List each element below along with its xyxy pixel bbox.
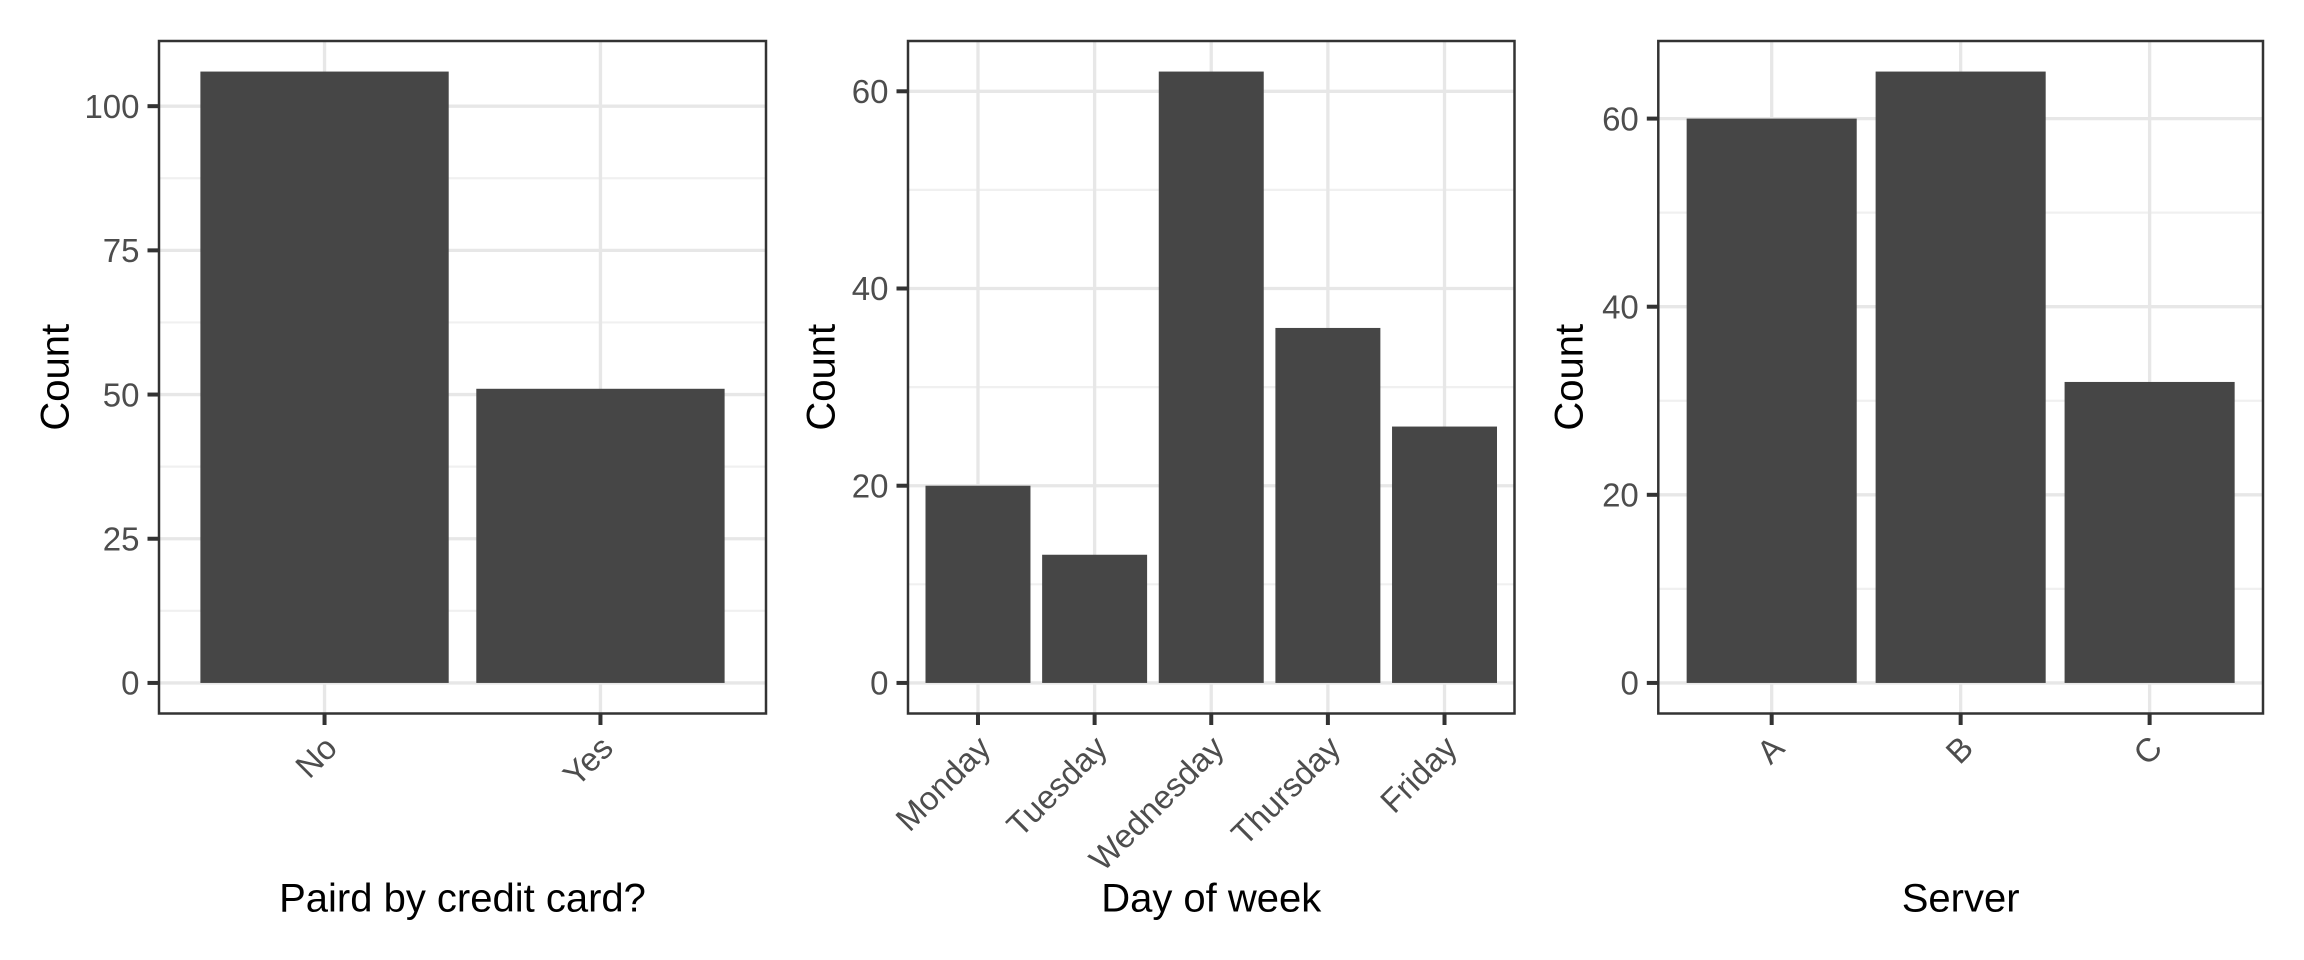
x-axis-title: Paird by credit card? [279,877,646,921]
y-tick-label: 60 [1602,100,1639,137]
y-axis: 0 20 40 60 [1602,100,1659,702]
bar-c [2064,381,2235,683]
y-tick-label: 0 [121,665,139,702]
y-axis-title: Count [33,324,77,431]
y-tick-label: 0 [870,665,888,702]
y-axis: 0 20 40 60 [852,73,908,702]
y-tick-label: 40 [852,270,889,307]
bar-wednesday [1158,71,1264,683]
y-tick-label: 20 [1602,477,1639,514]
y-axis-title: Count [1547,324,1591,431]
y-tick-label: 25 [103,520,140,557]
bar-yes [476,388,725,683]
y-tick-label: 50 [103,376,140,413]
y-tick-label: 40 [1602,288,1639,325]
bar-no [200,71,449,683]
x-axis-title: Day of week [1101,877,1322,921]
y-tick-label: 100 [84,88,139,125]
x-axis-title: Server [1902,877,2020,921]
bar-monday [925,485,1031,683]
bar-tuesday [1042,554,1148,683]
bars [200,71,725,683]
y-tick-label: 75 [103,232,140,269]
bars [1686,71,2235,683]
y-axis-title: Count [800,324,844,431]
panel-border [157,39,768,715]
bar-thursday [1275,327,1381,683]
bar-a [1686,118,1857,683]
bar-b [1875,71,2046,683]
bars [925,71,1498,683]
y-tick-label: 60 [852,73,889,110]
bar-friday [1392,426,1498,683]
y-tick-label: 0 [1620,665,1638,702]
y-tick-label: 20 [852,467,889,504]
y-axis: 0 25 50 75 100 [84,88,159,702]
